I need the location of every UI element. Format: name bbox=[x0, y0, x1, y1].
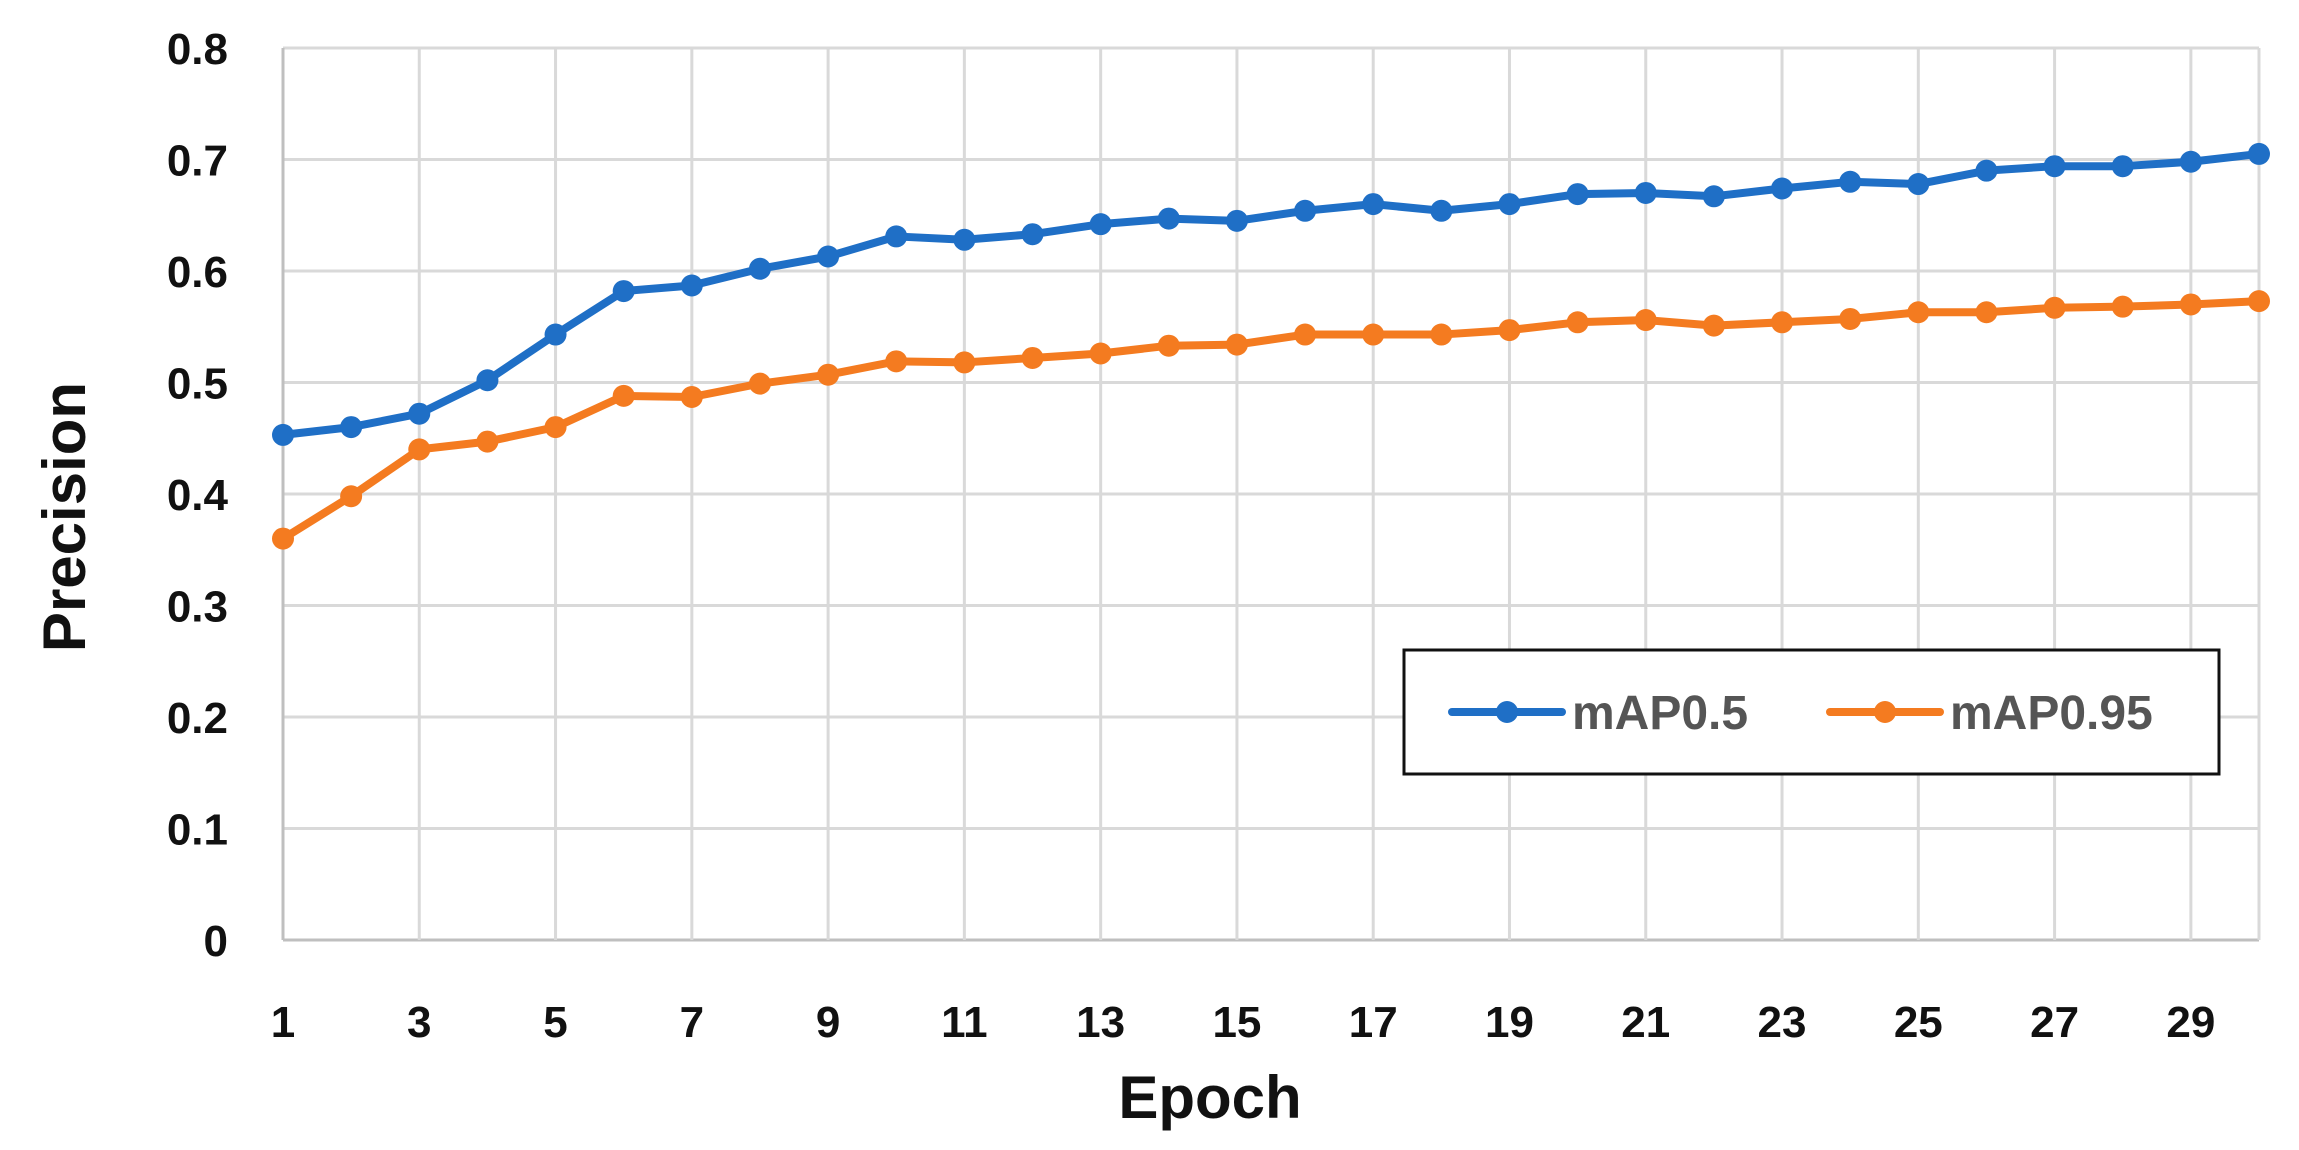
data-point-map095 bbox=[2179, 293, 2202, 316]
series-line-map05 bbox=[279, 149, 2263, 439]
x-tick-label: 27 bbox=[2030, 998, 2079, 1047]
x-tick-label: 23 bbox=[1758, 998, 1807, 1047]
data-point-map095 bbox=[1566, 311, 1589, 334]
data-point-map05 bbox=[544, 323, 567, 346]
x-tick-label: 29 bbox=[2166, 998, 2215, 1047]
data-point-map095 bbox=[1362, 323, 1385, 346]
data-point-map095 bbox=[1021, 346, 1044, 369]
data-point-map05 bbox=[340, 416, 363, 439]
y-tick-label: 0.4 bbox=[167, 471, 229, 520]
x-tick-label: 15 bbox=[1212, 998, 1261, 1047]
legend: mAP0.5 mAP0.95 bbox=[1402, 648, 2221, 776]
data-point-map095 bbox=[2043, 296, 2066, 319]
data-point-map05 bbox=[408, 402, 431, 425]
series-layer bbox=[272, 142, 2270, 550]
legend-label-map05: mAP0.5 bbox=[1572, 687, 1748, 740]
x-tick-label: 17 bbox=[1349, 998, 1398, 1047]
legend-marker-map05 bbox=[1496, 701, 1518, 723]
data-point-map095 bbox=[1634, 309, 1657, 332]
data-point-map05 bbox=[748, 257, 771, 280]
data-point-map095 bbox=[1702, 314, 1725, 337]
x-tick-label: 9 bbox=[816, 998, 840, 1047]
data-point-map05 bbox=[476, 369, 499, 392]
data-point-map095 bbox=[612, 384, 635, 407]
data-point-map095 bbox=[1975, 301, 1998, 324]
y-axis-ticks: 0 0.1 0.2 0.3 0.4 0.5 0.6 0.7 0.8 bbox=[167, 25, 229, 966]
series-line-map095 bbox=[279, 297, 2263, 543]
data-point-map05 bbox=[2248, 142, 2270, 165]
data-point-map05 bbox=[1430, 199, 1453, 222]
data-point-map095 bbox=[1157, 334, 1180, 357]
y-tick-label: 0.8 bbox=[167, 25, 228, 74]
x-axis-ticks: 1 3 5 7 9 11 13 15 17 19 21 23 25 27 29 bbox=[271, 998, 2216, 1047]
legend-marker-map095 bbox=[1874, 701, 1896, 723]
data-point-map05 bbox=[1225, 209, 1248, 232]
data-point-map095 bbox=[1771, 311, 1794, 334]
data-point-map05 bbox=[1975, 159, 1998, 182]
data-point-map05 bbox=[885, 225, 908, 248]
data-point-map095 bbox=[1498, 319, 1521, 342]
data-point-map05 bbox=[1566, 183, 1589, 206]
data-point-map05 bbox=[1702, 185, 1725, 208]
data-point-map05 bbox=[1294, 199, 1317, 222]
data-point-map095 bbox=[680, 385, 703, 408]
data-point-map05 bbox=[1362, 193, 1385, 216]
data-point-map095 bbox=[1225, 333, 1248, 356]
data-point-map05 bbox=[680, 274, 703, 297]
data-point-map05 bbox=[953, 228, 976, 251]
x-tick-label: 11 bbox=[941, 998, 988, 1047]
data-point-map095 bbox=[953, 351, 976, 374]
x-tick-label: 3 bbox=[407, 998, 431, 1047]
data-point-map095 bbox=[885, 350, 908, 373]
data-point-map095 bbox=[476, 430, 499, 453]
x-tick-label: 21 bbox=[1621, 998, 1670, 1047]
x-axis-title: Epoch bbox=[1118, 1064, 1301, 1131]
data-point-map095 bbox=[2248, 290, 2270, 313]
data-point-map05 bbox=[1021, 223, 1044, 246]
data-point-map05 bbox=[612, 280, 635, 303]
x-tick-label: 19 bbox=[1485, 998, 1534, 1047]
data-point-map095 bbox=[2111, 295, 2134, 318]
data-point-map05 bbox=[1634, 181, 1657, 204]
data-point-map095 bbox=[340, 485, 363, 508]
data-point-map095 bbox=[408, 438, 431, 461]
y-axis-title: Precision bbox=[31, 382, 98, 652]
data-point-map095 bbox=[748, 372, 771, 395]
data-point-map05 bbox=[1839, 170, 1862, 193]
grid bbox=[281, 46, 2261, 942]
y-tick-label: 0.1 bbox=[167, 806, 228, 855]
data-point-map05 bbox=[1498, 193, 1521, 216]
data-point-map095 bbox=[1294, 323, 1317, 346]
x-tick-label: 13 bbox=[1076, 998, 1125, 1047]
data-point-map05 bbox=[2043, 155, 2066, 178]
data-point-map05 bbox=[1907, 173, 1930, 196]
data-point-map095 bbox=[544, 416, 567, 439]
data-point-map05 bbox=[272, 423, 294, 446]
y-tick-label: 0.2 bbox=[167, 694, 228, 743]
x-tick-label: 5 bbox=[543, 998, 567, 1047]
data-point-map095 bbox=[817, 363, 840, 386]
y-tick-label: 0.5 bbox=[167, 360, 228, 409]
y-tick-label: 0.3 bbox=[167, 583, 228, 632]
data-point-map095 bbox=[1839, 307, 1862, 330]
data-point-map05 bbox=[1771, 177, 1794, 200]
y-tick-label: 0.6 bbox=[167, 248, 228, 297]
data-point-map095 bbox=[272, 527, 294, 550]
data-point-map095 bbox=[1089, 342, 1112, 365]
x-tick-label: 1 bbox=[271, 998, 295, 1047]
x-tick-label: 25 bbox=[1894, 998, 1943, 1047]
data-point-map095 bbox=[1430, 323, 1453, 346]
data-point-map095 bbox=[1907, 301, 1930, 324]
data-point-map05 bbox=[1089, 213, 1112, 236]
x-tick-label: 7 bbox=[680, 998, 704, 1047]
data-point-map05 bbox=[1157, 207, 1180, 230]
legend-label-map095: mAP0.95 bbox=[1950, 687, 2153, 740]
y-tick-label: 0 bbox=[204, 917, 228, 966]
data-point-map05 bbox=[2111, 155, 2134, 178]
data-point-map05 bbox=[817, 245, 840, 268]
data-point-map05 bbox=[2179, 150, 2202, 173]
y-tick-label: 0.7 bbox=[167, 137, 228, 186]
